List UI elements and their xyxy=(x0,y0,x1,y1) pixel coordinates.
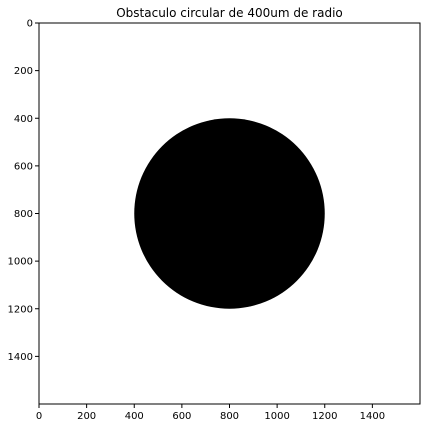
x-tick-label: 600 xyxy=(172,411,191,422)
y-tick-label: 1000 xyxy=(8,257,33,268)
x-axis: 0 200 400 600 800 1000 1200 1400 xyxy=(36,404,385,422)
x-tick-label: 0 xyxy=(36,411,42,422)
x-tick-label: 200 xyxy=(77,411,96,422)
y-axis: 0 200 400 600 800 1000 1200 1400 xyxy=(8,19,39,363)
y-tick-label: 600 xyxy=(14,161,33,172)
obstacle-circle xyxy=(134,118,325,309)
chart-title: Obstaculo circular de 400um de radio xyxy=(116,6,343,20)
y-tick-label: 400 xyxy=(14,114,33,125)
plot-area xyxy=(38,22,421,405)
y-tick-label: 200 xyxy=(14,66,33,77)
y-tick-label: 1400 xyxy=(8,352,33,363)
x-tick-label: 1400 xyxy=(360,411,385,422)
y-tick-label: 0 xyxy=(27,19,33,30)
x-tick-label: 800 xyxy=(220,411,239,422)
x-tick-label: 400 xyxy=(125,411,144,422)
x-tick-label: 1000 xyxy=(264,411,289,422)
y-tick-label: 800 xyxy=(14,209,33,220)
y-tick-label: 1200 xyxy=(8,304,33,315)
x-tick-label: 1200 xyxy=(312,411,337,422)
